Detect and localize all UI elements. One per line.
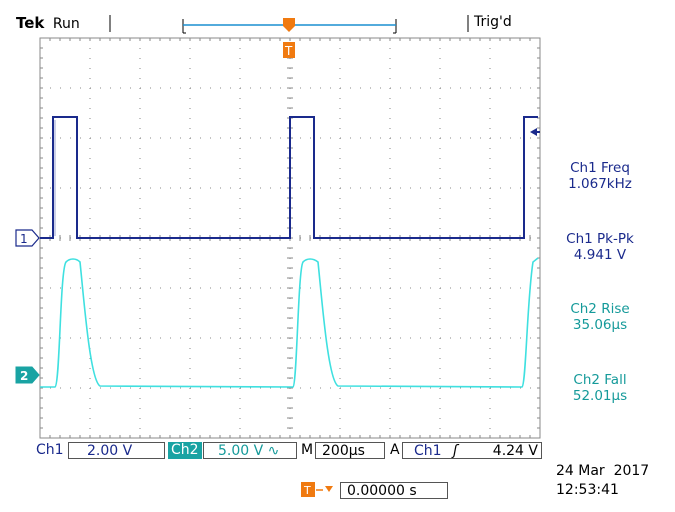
trigger-settings[interactable]: Ch1 ʃ 4.24 V [402, 442, 542, 459]
svg-text:T: T [284, 44, 293, 58]
bandwidth-icon: ∿ [267, 443, 280, 459]
measurement-value: 35.06µs [572, 317, 628, 333]
trigger-position-field[interactable]: 0.00000 s [340, 482, 448, 499]
trigger-level-arrow[interactable] [530, 128, 540, 136]
measurement-value: 52.01µs [572, 388, 628, 404]
measurement-label: Ch2 Rise [570, 301, 630, 317]
ch1-label[interactable]: Ch1 [36, 442, 64, 458]
time: 12:53:41 [556, 482, 619, 498]
ch1-waveform [40, 116, 538, 239]
timebase-value: 200µs [322, 443, 365, 459]
measurement-label: Ch2 Fall [573, 372, 627, 388]
trigger-position-icon: T [301, 482, 335, 498]
measurement-ch2-fall: Ch2 Fall 52.01µs [545, 372, 655, 404]
measurement-value: 1.067kHz [568, 176, 632, 192]
trigger-status: Trig'd [474, 14, 512, 30]
ch2-scale[interactable]: 5.00 V ∿ [203, 442, 297, 459]
run-state: Run [52, 16, 80, 32]
measurement-ch2-rise: Ch2 Rise 35.06µs [545, 301, 655, 333]
measurement-value: 4.941 V [573, 247, 627, 263]
ch1-scale-value: 2.00 V [87, 443, 133, 459]
svg-text:T: T [303, 484, 311, 497]
trigger-source: Ch1 [414, 443, 442, 459]
trigger-mode: A [390, 442, 400, 458]
trigger-level: 4.24 V [492, 443, 538, 459]
ch2-label[interactable]: Ch2 [168, 442, 202, 459]
ch2-scale-value: 5.00 V [218, 443, 264, 459]
trigger-slope-icon: ʃ [453, 443, 458, 459]
header: Tek Run [16, 14, 576, 34]
timebase[interactable]: 200µs [315, 442, 385, 459]
trigger-position-value: 0.00000 s [347, 483, 417, 499]
ch2-ground-marker[interactable]: 2 [15, 366, 40, 384]
date: 24 Mar 2017 [556, 463, 650, 479]
ch1-ground-marker[interactable]: 1 [15, 229, 40, 247]
measurement-label: Ch1 Freq [570, 160, 630, 176]
brand-logo: Tek [16, 14, 45, 32]
svg-text:2: 2 [20, 369, 28, 383]
measurement-label: Ch1 Pk-Pk [566, 231, 634, 247]
svg-text:1: 1 [20, 232, 28, 246]
measurement-ch1-pkpk: Ch1 Pk-Pk 4.941 V [545, 231, 655, 263]
trigger-position-marker[interactable]: T [283, 18, 295, 58]
timebase-label: M [301, 442, 314, 458]
ch1-scale[interactable]: 2.00 V [68, 442, 165, 459]
measurement-ch1-freq: Ch1 Freq 1.067kHz [545, 160, 655, 192]
ch2-waveform [40, 257, 539, 388]
